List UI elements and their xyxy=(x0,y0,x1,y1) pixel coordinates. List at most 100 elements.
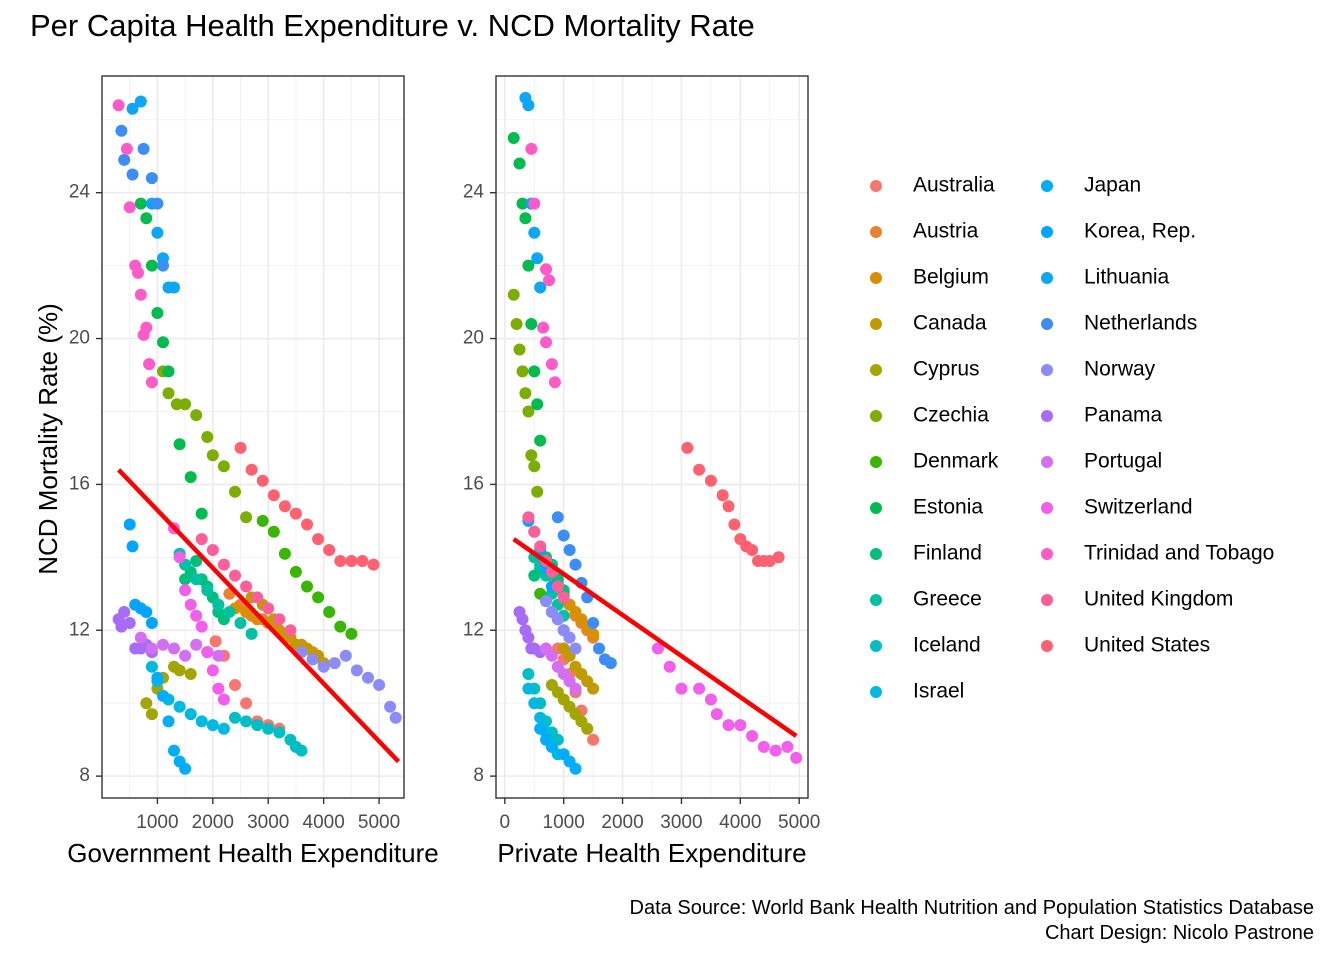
data-point xyxy=(604,657,617,670)
y-tick-label: 16 xyxy=(69,473,90,494)
data-point xyxy=(126,168,139,181)
y-tick-label: 16 xyxy=(463,473,484,494)
legend-marker xyxy=(1041,594,1053,606)
legend-marker xyxy=(1041,502,1053,514)
x-axis-label: Private Health Expenditure xyxy=(497,838,806,868)
data-point xyxy=(168,744,180,757)
data-point xyxy=(201,431,214,443)
data-point xyxy=(516,613,529,626)
data-point xyxy=(151,197,164,210)
data-point xyxy=(531,252,544,265)
chart-title: Per Capita Health Expenditure v. NCD Mor… xyxy=(30,8,755,43)
data-point xyxy=(734,719,747,732)
data-point xyxy=(716,489,729,502)
data-point xyxy=(528,460,541,473)
data-point xyxy=(663,660,676,673)
data-point xyxy=(132,266,144,279)
data-point xyxy=(345,555,358,567)
legend-label: Portugal xyxy=(1084,450,1162,473)
caption-source: Data Source: World Bank Health Nutrition… xyxy=(629,897,1314,919)
data-point xyxy=(123,201,136,214)
data-point xyxy=(569,558,582,571)
data-point xyxy=(179,584,192,597)
data-point xyxy=(251,591,264,604)
legend: Australia Austria Belgium Canada Cyprus Czech… xyxy=(870,174,1274,703)
data-point xyxy=(120,142,133,155)
data-point xyxy=(143,358,156,371)
data-point xyxy=(312,533,325,546)
data-point xyxy=(540,336,552,349)
legend-label: Israel xyxy=(913,680,964,703)
data-point xyxy=(145,617,158,629)
data-point xyxy=(123,518,136,531)
data-point xyxy=(295,744,308,757)
data-point xyxy=(289,565,302,578)
legend-marker xyxy=(870,686,882,698)
data-point xyxy=(519,387,532,400)
data-point xyxy=(201,584,214,597)
data-point xyxy=(537,321,550,334)
legend-item: Cyprus xyxy=(870,358,980,381)
data-point xyxy=(195,533,208,546)
data-point xyxy=(345,627,358,640)
data-point xyxy=(531,485,544,498)
data-point xyxy=(173,438,186,451)
data-point xyxy=(137,142,150,155)
data-point xyxy=(534,722,547,735)
data-point xyxy=(704,693,717,706)
data-point xyxy=(522,405,535,418)
data-point xyxy=(569,682,582,695)
data-point xyxy=(190,609,203,622)
legend-item: Israel xyxy=(870,680,964,703)
data-point xyxy=(284,624,297,637)
data-point xyxy=(112,99,125,112)
data-point xyxy=(245,463,258,476)
data-point xyxy=(525,142,538,155)
legend-label: Australia xyxy=(913,174,995,197)
data-point xyxy=(675,682,688,695)
data-point xyxy=(548,376,561,389)
data-point xyxy=(540,595,552,608)
data-point xyxy=(587,617,600,629)
data-point xyxy=(201,646,214,659)
data-point xyxy=(551,580,564,593)
data-point xyxy=(140,697,153,710)
legend-item: Greece xyxy=(870,588,982,611)
data-point xyxy=(534,540,547,553)
legend-label: Austria xyxy=(913,220,979,243)
legend-marker xyxy=(1041,410,1053,422)
legend-item: Canada xyxy=(870,312,987,335)
data-point xyxy=(195,715,208,728)
data-point xyxy=(190,638,203,651)
data-point xyxy=(145,259,158,272)
data-point xyxy=(251,719,264,732)
data-point xyxy=(173,700,186,713)
data-point xyxy=(115,124,128,137)
data-point xyxy=(212,598,225,611)
y-tick-label: 8 xyxy=(79,765,90,786)
legend-item: Australia xyxy=(870,174,995,197)
legend-label: Greece xyxy=(913,588,982,611)
legend-label: United Kingdom xyxy=(1084,588,1233,611)
data-point xyxy=(306,653,319,666)
data-point xyxy=(195,507,208,520)
data-point xyxy=(528,197,541,210)
legend-marker xyxy=(870,180,882,192)
data-point xyxy=(746,544,759,556)
data-point xyxy=(278,547,291,560)
data-point xyxy=(681,441,694,454)
data-point xyxy=(769,744,782,757)
data-point xyxy=(162,387,175,400)
data-point xyxy=(217,558,230,571)
data-point xyxy=(528,525,541,538)
data-point xyxy=(184,471,197,484)
data-point xyxy=(240,715,253,728)
legend-marker xyxy=(1041,456,1053,468)
data-point xyxy=(563,631,576,644)
legend-label: Switzerland xyxy=(1084,496,1193,519)
x-tick-label: 0 xyxy=(500,812,511,833)
data-point xyxy=(513,343,526,356)
data-point xyxy=(525,449,538,462)
data-point xyxy=(519,212,532,225)
legend-label: Lithuania xyxy=(1084,266,1170,289)
